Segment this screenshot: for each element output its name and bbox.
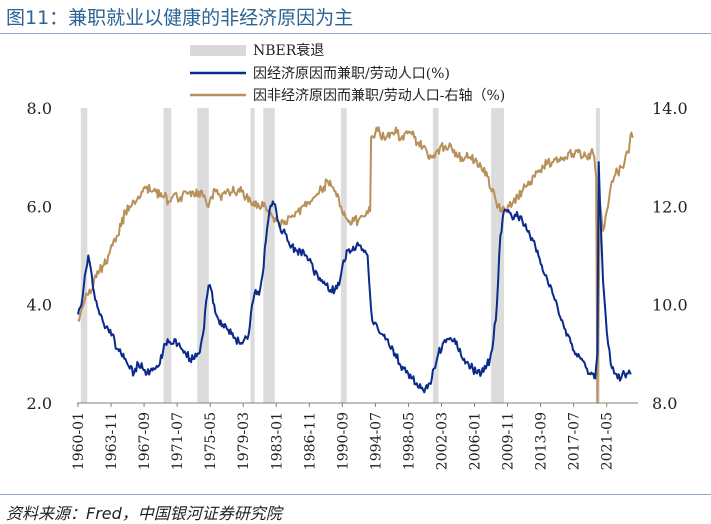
right-axis-ticks: 8.0 10.0 12.0 14.0 bbox=[652, 99, 688, 413]
chart: 1960-01 1963-11 1967-09 1971-07 1975-05 1979-… bbox=[27, 42, 688, 470]
x-tick-label-6: 1983-01 bbox=[269, 412, 285, 470]
x-tick-label-3: 1971-07 bbox=[170, 412, 186, 470]
x-tick-label-9: 1994-07 bbox=[368, 412, 384, 470]
x-tick-label-16: 2021-05 bbox=[600, 412, 616, 470]
x-tick-label-10: 1998-05 bbox=[401, 412, 417, 470]
left-axis-ticks: 2.0 4.0 6.0 8.0 bbox=[27, 99, 52, 413]
legend-swatch-recession bbox=[190, 45, 246, 56]
recession-band-5 bbox=[340, 108, 347, 403]
legend-label-recession: NBER衰退 bbox=[253, 42, 324, 59]
source-note: 资料来源：Fred，中国银河证券研究院 bbox=[6, 504, 282, 523]
recession-band-3 bbox=[250, 108, 255, 403]
y-left-tick-label-2: 6.0 bbox=[27, 197, 52, 216]
x-tick-label-2: 1967-09 bbox=[137, 412, 153, 470]
x-tick-label-15: 2017-07 bbox=[567, 412, 583, 470]
recession-bands bbox=[80, 108, 600, 403]
x-tick-label-13: 2009-11 bbox=[501, 412, 517, 470]
x-tick-label-11: 2002-03 bbox=[435, 412, 451, 470]
recession-band-0 bbox=[80, 108, 88, 403]
recession-band-7 bbox=[491, 108, 504, 403]
x-tick-label-0: 1960-01 bbox=[71, 412, 87, 470]
title-divider bbox=[0, 33, 711, 34]
y-left-tick-label-0: 2.0 bbox=[27, 394, 52, 413]
y-right-tick-label-1: 10.0 bbox=[652, 296, 688, 315]
legend: NBER衰退 因经济原因而兼职/劳动人口(%) 因非经济原因而兼职/劳动人口-右… bbox=[190, 42, 505, 104]
x-tick-label-5: 1979-03 bbox=[236, 412, 252, 470]
y-left-tick-label-3: 8.0 bbox=[27, 99, 52, 118]
recession-band-4 bbox=[263, 108, 275, 403]
x-tick-label-4: 1975-05 bbox=[203, 412, 219, 470]
recession-band-6 bbox=[432, 108, 439, 403]
y-right-tick-label-3: 14.0 bbox=[652, 99, 688, 118]
recession-band-1 bbox=[163, 108, 172, 403]
x-axis-ticks: 1960-01 1963-11 1967-09 1971-07 1975-05 1979-… bbox=[71, 403, 616, 470]
chart-title: 图11：兼职就业以健康的非经济原因为主 bbox=[6, 7, 354, 29]
footer-divider bbox=[0, 494, 711, 495]
recession-band-2 bbox=[197, 108, 209, 403]
x-tick-label-1: 1963-11 bbox=[104, 412, 120, 470]
legend-label-noneconomic: 因非经济原因而兼职/劳动人口-右轴（%) bbox=[253, 88, 505, 104]
y-right-tick-label-2: 12.0 bbox=[652, 197, 688, 216]
x-tick-label-14: 2013-09 bbox=[534, 412, 550, 470]
x-tick-label-8: 1990-09 bbox=[335, 412, 351, 470]
y-left-tick-label-1: 4.0 bbox=[27, 296, 52, 315]
series-economic-line bbox=[77, 161, 632, 394]
y-right-tick-label-0: 8.0 bbox=[652, 394, 677, 413]
x-tick-label-7: 1986-11 bbox=[302, 412, 318, 470]
legend-label-economic: 因经济原因而兼职/劳动人口(%) bbox=[253, 66, 450, 82]
x-tick-label-12: 2006-01 bbox=[468, 412, 484, 470]
series-noneconomic-line bbox=[77, 126, 634, 404]
